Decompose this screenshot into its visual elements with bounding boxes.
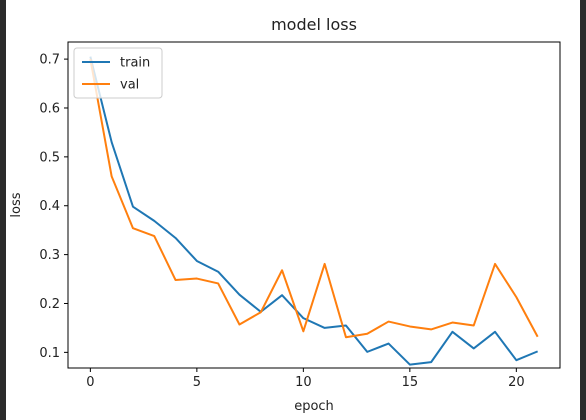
x-tick-label: 15 — [402, 375, 419, 390]
y-tick-label: 0.2 — [39, 297, 60, 312]
y-tick-label: 0.5 — [39, 150, 60, 165]
y-tick-label: 0.3 — [39, 248, 60, 263]
series-line-train — [89, 56, 539, 366]
legend: train val — [73, 47, 163, 99]
x-axis-label: epoch — [294, 399, 334, 414]
x-tick-label: 20 — [508, 375, 525, 390]
line-chart: model loss epoch loss 0 5 10 15 20 0.1 0.2 0.3… — [9, 15, 561, 414]
x-tick-label: 0 — [86, 375, 94, 390]
y-axis: 0.1 0.2 0.3 0.4 0.5 0.6 0.7 — [39, 53, 68, 361]
legend-label-val: val — [120, 78, 139, 93]
y-tick-label: 0.4 — [39, 199, 60, 214]
legend-box — [73, 47, 163, 99]
series-lines — [89, 56, 539, 366]
chart-title: model loss — [271, 15, 357, 34]
legend-label-train: train — [120, 56, 150, 71]
y-axis-label: loss — [9, 192, 24, 217]
y-tick-label: 0.6 — [39, 101, 60, 116]
x-axis: 0 5 10 15 20 — [86, 368, 525, 390]
x-tick-label: 10 — [295, 375, 312, 390]
y-tick-label: 0.7 — [39, 53, 60, 68]
figure: model loss epoch loss 0 5 10 15 20 0.1 0.2 0.3… — [6, 0, 580, 420]
x-tick-label: 5 — [193, 375, 201, 390]
plot-frame — [67, 41, 561, 369]
series-line-val — [89, 58, 539, 339]
y-tick-label: 0.1 — [39, 346, 60, 361]
